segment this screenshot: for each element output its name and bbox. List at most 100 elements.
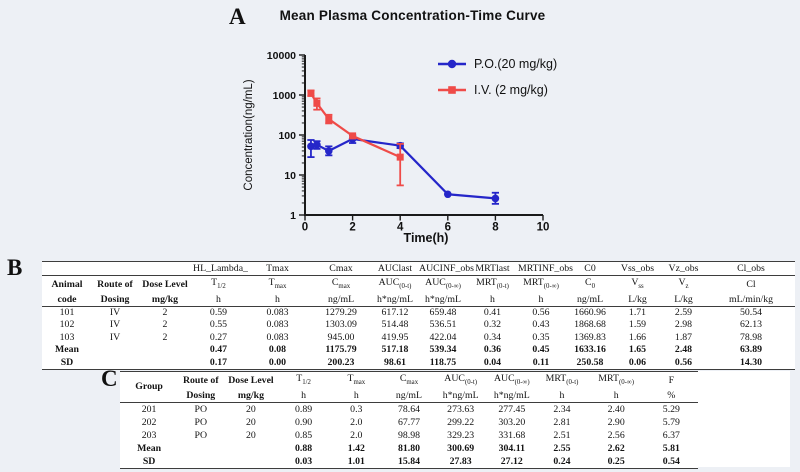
data-cell: 0.90 [295,416,313,428]
x-tick-label: 8 [492,222,499,234]
data-cell: 2.59 [674,306,693,318]
legend-item-po: P.O.(20 mg/kg) [437,51,557,77]
header-cell: Tmax [245,261,310,276]
x-tick-label: 6 [445,222,451,234]
axes [299,54,544,221]
header-cell: MRT(0-∞) [598,373,634,386]
summary-cell: 0.08 [268,344,287,356]
data-cell: 67.77 [397,416,420,428]
data-point [307,89,315,97]
summary-cell: 118.75 [429,356,457,368]
data-cell: 2.90 [607,416,625,428]
header-cell [42,261,92,276]
header-cell: h*ng/mL [372,292,418,307]
header-cell: Cl_obs [707,261,795,276]
summary-cell: 0.17 [209,356,228,368]
data-cell: 20 [246,403,256,415]
legend-label-iv: I.V. (2 mg/kg) [474,83,548,97]
data-cell: PO [194,416,208,428]
header-cell: AUC(0-∞) [425,277,461,290]
header-cell: Vss_obs [615,261,660,276]
data-cell: 0.55 [209,319,228,331]
data-point [325,115,333,123]
header-cell: T1/2 [211,277,226,290]
data-point [491,194,500,203]
panel-c-label: C [101,366,118,391]
summary-cell: 300.69 [447,442,475,454]
header-cell: h*ng/mL [434,388,488,403]
header-cell: Route of [97,278,133,290]
summary-cell: Mean [137,442,162,454]
summary-cell: 304.11 [498,442,526,454]
data-cell: 62.13 [739,319,763,331]
data-cell: 103 [59,331,75,343]
header-cell: MRTlast [468,261,517,276]
pk-table: Group Route of Dose Level T1/2 Tmax Cmax AUC(0… [120,371,698,469]
data-cell: 78.98 [739,331,763,343]
header-cell: h*ng/mL [487,388,537,403]
data-cell: 1660.96 [574,306,606,318]
data-cell: IV [109,319,121,331]
y-tick-label: 1 [290,210,296,222]
header-cell: h [587,388,645,403]
series-po [307,134,500,205]
header-cell: mg/kg [138,292,192,307]
data-cell: 0.41 [483,306,502,318]
data-cell: 514.48 [381,319,409,331]
summary-cell: 98.61 [383,356,407,368]
header-cell: ng/mL [310,292,372,307]
header-cell: AUC(0-t) [378,277,412,290]
data-cell: 2.51 [553,429,571,441]
data-cell: 1.66 [628,331,647,343]
header-cell: AUC(0-∞) [493,373,530,386]
table-row: Dosing mg/kg h h ng/mL h*ng/mL h*ng/mL h h% [120,388,698,403]
table-row: 102 IV 2 0.55 0.083 1303.09 514.48 536.51 0.32 0.… [42,319,795,332]
data-cell: 203 [141,429,157,441]
summary-cell: 0.00 [268,356,287,368]
table-row: 202 PO 20 0.90 2.0 67.77 299.22 303.20 2.81 2.90 5… [120,416,698,429]
header-cell: Dose Level [228,374,274,386]
data-cell: 50.54 [739,306,763,318]
data-cell: 1303.09 [325,319,357,331]
header-cell [92,261,138,276]
data-cell: 2 [162,306,168,318]
data-cell: 945.00 [327,331,355,343]
data-cell: 2.0 [350,429,363,441]
header-cell: h [536,388,588,403]
y-tick-label: 100 [278,130,296,142]
summary-cell: 27.12 [500,455,523,467]
summary-cell: 0.11 [532,356,550,368]
header-cell: h*ng/mL [418,292,468,307]
summary-cell [178,455,223,469]
summary-cell: 1.01 [347,455,365,467]
data-cell: 0.59 [209,306,228,318]
header-cell: h [468,292,517,307]
iv-pk-table-panel: HL_Lambda_ Tmax Cmax AUClast AUCINF_obs MRTla… [42,261,795,371]
header-cell: Dosing [178,388,224,403]
header-cell: Vz [678,277,689,290]
header-cell: Cmax [399,373,419,386]
x-tick-label: 4 [397,222,404,234]
data-cell: 2.81 [553,416,571,428]
header-cell: h [278,388,329,403]
iv-line-marker-icon [438,86,466,94]
table-row: 101 IV 2 0.59 0.083 1279.29 617.12 659.48 0.41 0.… [42,306,795,319]
data-cell: IV [109,306,121,318]
summary-cell: 517.18 [381,344,409,356]
summary-cell: 14.30 [739,356,763,368]
data-cell: 0.27 [209,331,228,343]
data-cell: 2.40 [607,403,625,415]
data-cell: 0.89 [295,403,313,415]
data-cell: 299.22 [447,416,475,428]
data-point [313,99,321,107]
summary-cell: 5.81 [662,442,680,454]
series-iv [307,89,404,187]
header-cell: AUClast [372,261,418,276]
header-cell: MRTINF_obs [517,261,573,276]
data-cell: 201 [141,403,157,415]
summary-cell: 1633.16 [574,344,606,356]
summary-cell: 0.24 [553,455,571,467]
header-cell: mL/min/kg [707,292,795,307]
summary-cell: 0.88 [295,442,313,454]
